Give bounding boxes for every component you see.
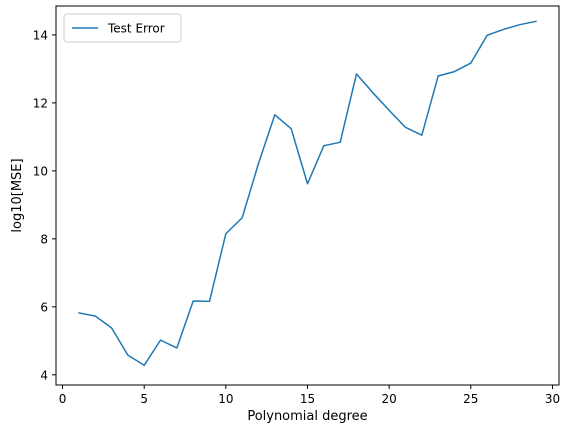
y-tick-label: 10 — [33, 164, 48, 178]
x-tick-label: 0 — [59, 392, 67, 406]
x-axis-ticks: 0 5 10 15 20 25 30 — [59, 385, 560, 406]
x-tick-label: 25 — [463, 392, 478, 406]
y-axis-label: log10[MSE] — [10, 158, 25, 232]
legend-label: Test Error — [107, 22, 165, 36]
x-axis-label: Polynomial degree — [247, 409, 367, 424]
x-tick-label: 30 — [545, 392, 560, 406]
legend: Test Error — [63, 13, 182, 43]
x-tick-label: 15 — [300, 392, 315, 406]
legend-box — [63, 13, 182, 43]
y-tick-label: 14 — [33, 28, 48, 42]
y-axis-ticks: 4 6 8 10 12 14 — [33, 28, 56, 382]
x-tick-label: 5 — [140, 392, 148, 406]
y-tick-label: 12 — [33, 96, 48, 110]
x-tick-label: 10 — [218, 392, 233, 406]
y-tick-label: 4 — [40, 368, 48, 382]
series-layer — [78, 20, 537, 367]
y-tick-label: 8 — [40, 232, 48, 246]
plot-area — [56, 6, 559, 385]
plot-frame — [55, 5, 560, 386]
y-tick-label: 6 — [40, 300, 48, 314]
x-tick-label: 20 — [382, 392, 397, 406]
series-line-0 — [78, 20, 537, 367]
